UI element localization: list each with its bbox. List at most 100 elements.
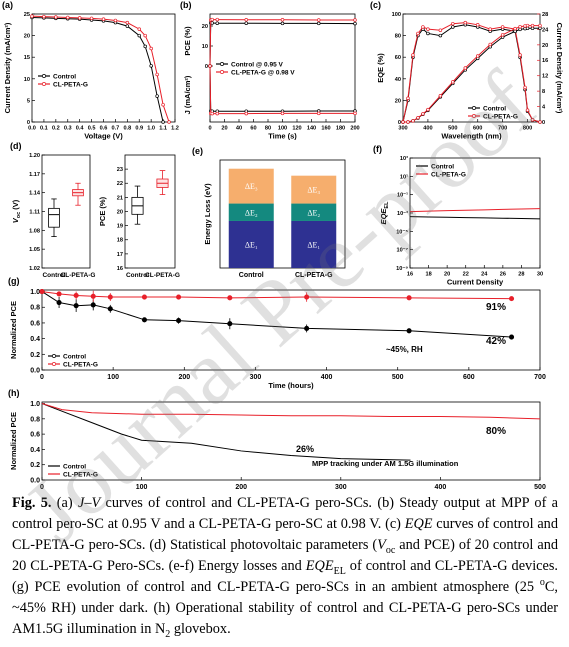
y-axis-label: Normalized PCE bbox=[9, 412, 18, 470]
data-point bbox=[141, 294, 147, 300]
y-tick-label: 16 bbox=[117, 266, 123, 272]
x-tick-label: 300 bbox=[398, 126, 407, 132]
data-point bbox=[500, 25, 505, 29]
data-point bbox=[426, 31, 430, 36]
caption-run: 2 bbox=[165, 628, 171, 640]
data-point bbox=[56, 291, 62, 297]
legend-label: Control bbox=[63, 353, 86, 360]
legend-marker bbox=[472, 106, 476, 110]
legend-label: CL-PETA-G bbox=[53, 81, 88, 88]
x-tick-label: 20 bbox=[221, 126, 227, 132]
caption-run: curves of control and CL-PETA-G pero-SCs… bbox=[12, 516, 558, 553]
x-tick-label: 20 bbox=[444, 272, 450, 278]
plot-frame bbox=[409, 157, 541, 269]
data-point bbox=[421, 25, 425, 29]
data-point bbox=[406, 328, 412, 334]
caption-run: V bbox=[91, 495, 101, 511]
y-tick-label: 60 bbox=[395, 55, 401, 61]
caption-run: EQE bbox=[404, 516, 433, 532]
y-tick-label: 18 bbox=[117, 238, 123, 244]
data-point bbox=[210, 21, 214, 25]
x-tick-label: 0.2 bbox=[52, 126, 60, 132]
segment-label: ΔE₁ bbox=[245, 240, 258, 249]
data-point bbox=[107, 306, 113, 312]
data-point bbox=[215, 21, 220, 25]
y-axis-label-part: V bbox=[11, 217, 20, 223]
x-tick-label: 0.7 bbox=[112, 126, 120, 132]
data-point bbox=[56, 299, 62, 306]
data-point bbox=[426, 27, 430, 31]
legend-label: CL-PETA-G bbox=[483, 113, 518, 120]
x-tick-label: 200 bbox=[178, 374, 190, 381]
y-tick-label: 0.4 bbox=[30, 336, 40, 343]
y-axis-label-part: J (mA/cm²) bbox=[183, 75, 192, 114]
data-point bbox=[525, 108, 530, 112]
y-tick-label: 0.6 bbox=[30, 320, 40, 327]
data-point bbox=[89, 16, 94, 21]
data-point bbox=[39, 289, 45, 295]
y-axis-label-sub: oc bbox=[16, 212, 22, 218]
data-point bbox=[244, 111, 249, 116]
series-line bbox=[409, 216, 541, 220]
data-point bbox=[73, 303, 79, 309]
data-point bbox=[107, 294, 113, 300]
legend-label: Control bbox=[53, 73, 76, 80]
data-point bbox=[463, 66, 468, 70]
data-point bbox=[125, 20, 130, 25]
x-tick-label: 0 bbox=[208, 126, 211, 132]
data-point bbox=[244, 21, 249, 25]
data-point bbox=[137, 27, 142, 31]
x-tick-label: 400 bbox=[435, 484, 447, 490]
data-point bbox=[317, 111, 321, 116]
x-tick-label: 1.1 bbox=[159, 126, 167, 132]
data-point bbox=[90, 302, 96, 308]
caption-run: curves of control and CL-PETA-G pero-SCs… bbox=[12, 495, 558, 532]
data-point bbox=[77, 16, 82, 20]
y-tick-label: 20 bbox=[395, 98, 401, 104]
panel-label: (h) bbox=[8, 388, 20, 398]
y2-tick-label: 4 bbox=[542, 105, 546, 111]
data-point bbox=[463, 20, 468, 25]
x-tick-label: 400 bbox=[321, 374, 333, 381]
y-axis-label: Current Density (mA/cm²) bbox=[3, 22, 12, 113]
data-point bbox=[426, 107, 430, 112]
series-line bbox=[409, 208, 541, 213]
y2-tick-label: 16 bbox=[542, 58, 548, 64]
y-tick-label: 10¹ bbox=[400, 173, 408, 180]
data-point bbox=[137, 33, 142, 38]
caption-run: EL bbox=[333, 565, 346, 577]
data-point bbox=[215, 17, 220, 22]
y-tick-label: 0.6 bbox=[30, 432, 40, 439]
x-axis-label: Time (s) bbox=[268, 132, 297, 141]
caption-run: Fig. 5. bbox=[12, 495, 52, 511]
y-tick-label: 1.11 bbox=[29, 209, 40, 215]
data-point bbox=[65, 15, 70, 20]
x-tick-label: 0.9 bbox=[135, 126, 143, 132]
series-line bbox=[41, 403, 541, 420]
data-point bbox=[451, 21, 455, 26]
x-tick-label: 1.2 bbox=[171, 126, 179, 132]
x-tick-label: 200 bbox=[235, 484, 247, 490]
series-line bbox=[31, 15, 170, 123]
x-tick-label: 1.0 bbox=[147, 126, 155, 132]
caption-run: o bbox=[539, 577, 545, 589]
data-point bbox=[438, 33, 443, 38]
data-point bbox=[538, 120, 542, 124]
bar-segment bbox=[291, 175, 337, 204]
y-tick-label: 10⁻⁹ bbox=[396, 266, 408, 272]
data-point bbox=[411, 119, 415, 123]
x-tick-label: 0.3 bbox=[64, 126, 72, 132]
y-axis-label-part: Normalized PCE bbox=[9, 301, 18, 359]
y-tick-label: 21 bbox=[117, 195, 123, 201]
segment-label: ΔE₃ bbox=[307, 186, 320, 195]
x-tick-label: 120 bbox=[292, 126, 301, 132]
caption-run: and PCE) of 20 control and 20 CL-PETA-G … bbox=[12, 537, 558, 574]
y-axis-label-sub: EL bbox=[384, 201, 390, 209]
y2-tick-label: 24 bbox=[542, 27, 549, 33]
caption: Fig. 5. (a) J–V curves of control and CL… bbox=[12, 493, 558, 640]
x-tick-label: 30 bbox=[537, 272, 543, 278]
y2-tick-label: 28 bbox=[542, 12, 548, 18]
legend-label: Control @ 0.95 V bbox=[231, 61, 284, 68]
y-tick-label: 1.0 bbox=[30, 289, 40, 296]
caption-run: J bbox=[77, 495, 85, 511]
